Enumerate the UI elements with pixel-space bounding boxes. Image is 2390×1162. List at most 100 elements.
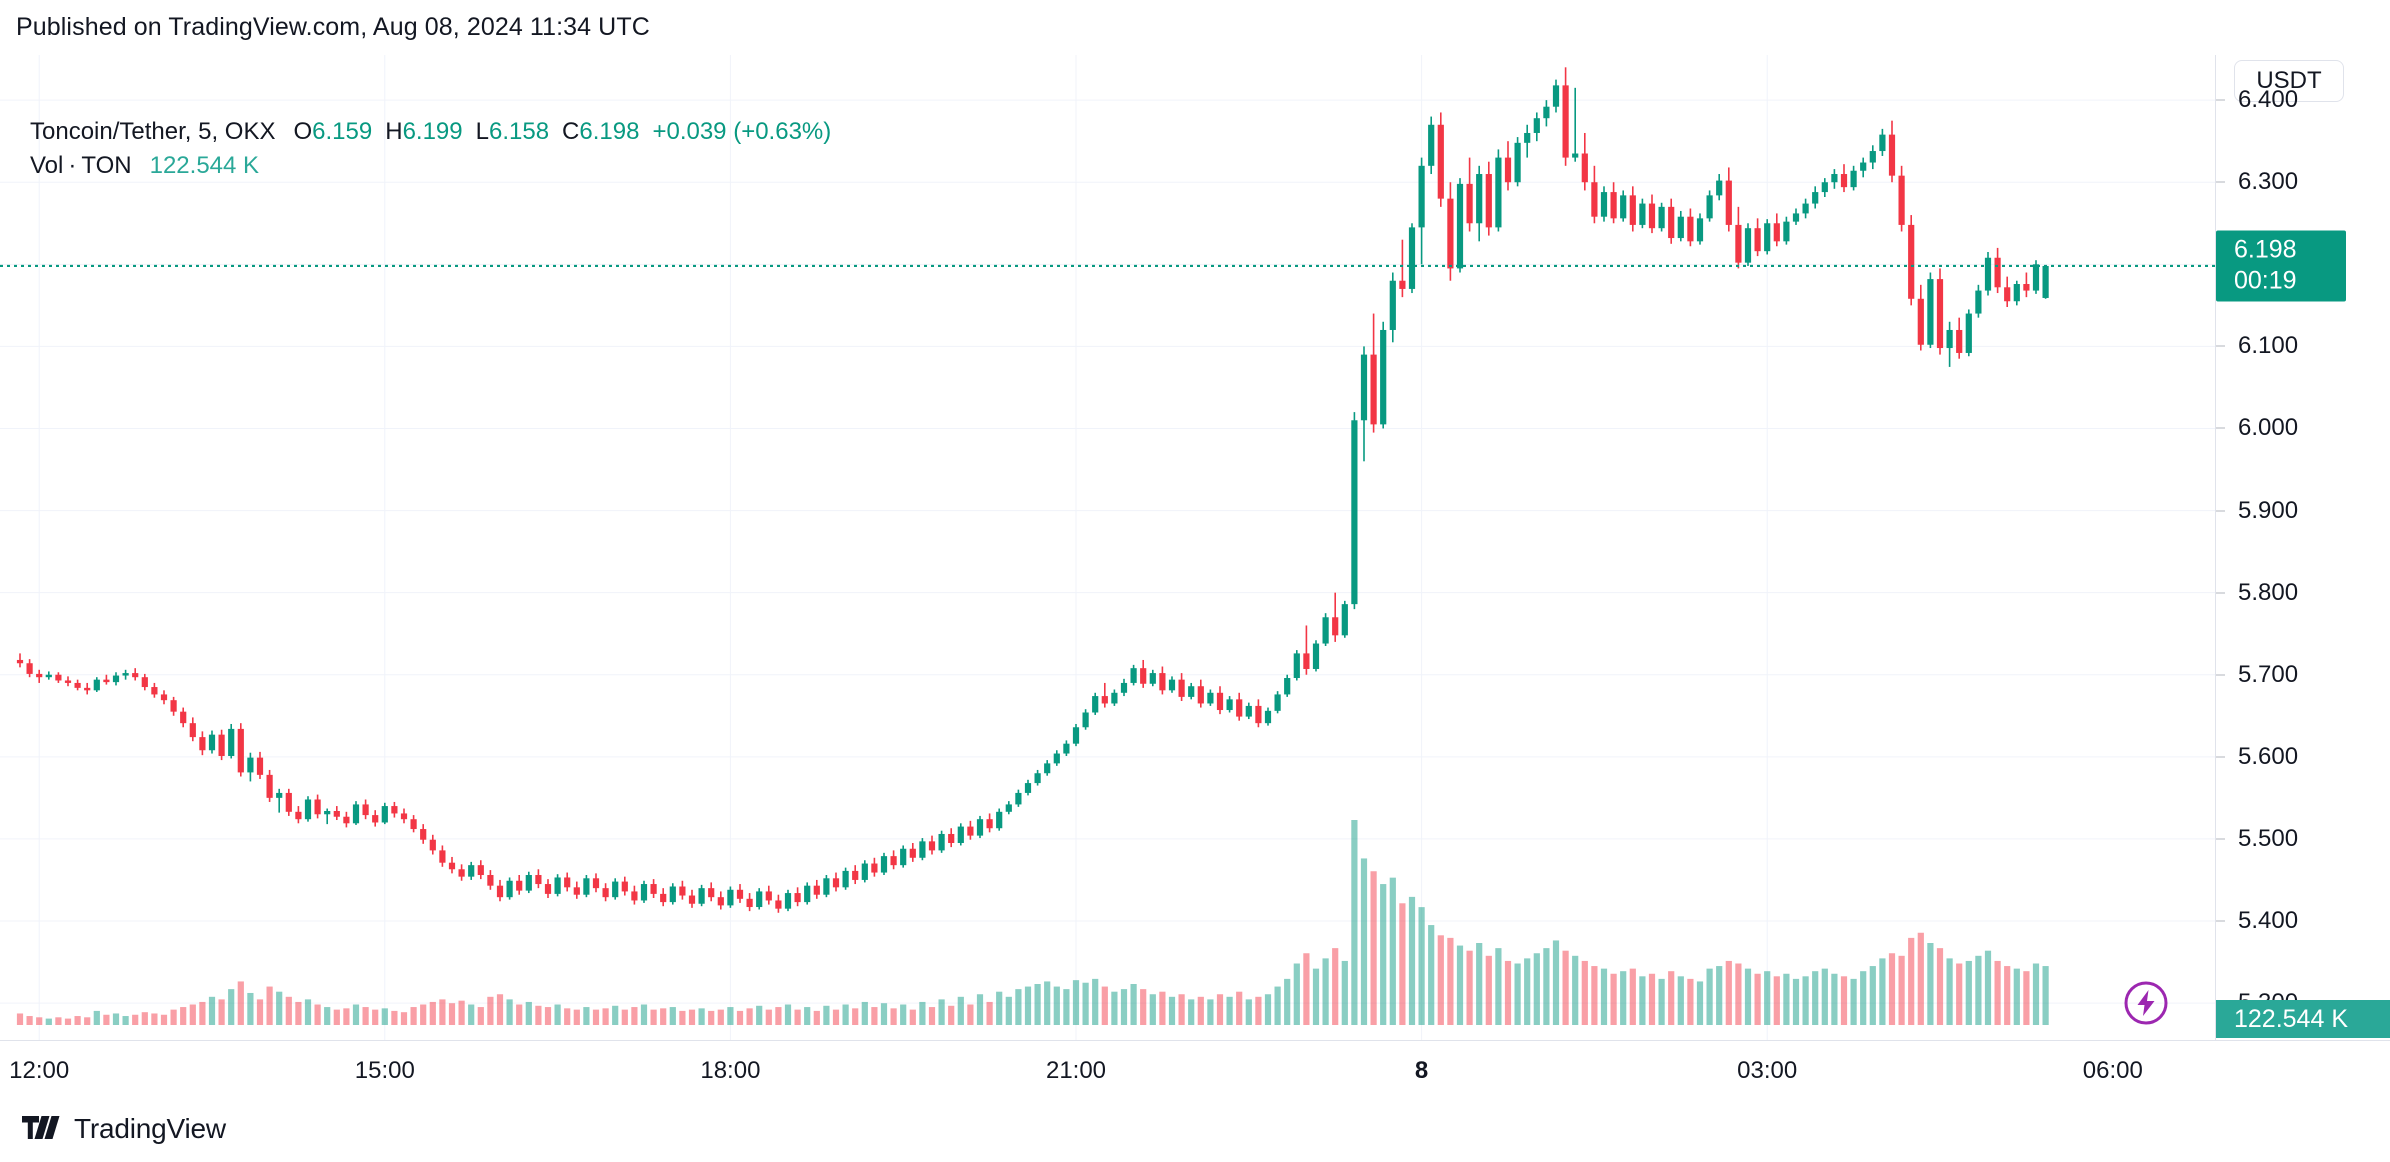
candle-body [976,819,984,836]
candle-body [103,679,110,683]
volume-bar [2042,966,2049,1025]
volume-value-badge[interactable]: 122.544 K [2216,1000,2390,1038]
volume-bar [324,1007,331,1025]
volume-bar [151,1013,158,1025]
volume-bar [650,1009,657,1025]
volume-bar [1869,966,1876,1025]
volume-bar [1255,996,1262,1025]
price-tick-label: 5.800 [2238,578,2299,606]
candle-body [122,673,129,676]
candle-body [2004,287,2011,302]
volume-bar [1303,953,1310,1025]
candle-body [2042,265,2049,298]
volume-bar [1495,948,1502,1025]
volume-bar [1812,971,1819,1025]
volume-bar [285,996,292,1025]
candle-body [1207,692,1214,704]
volume-bar [1399,903,1406,1025]
candle-body [1610,192,1617,219]
candle-body [736,889,744,899]
candle-body [1821,182,1828,193]
volume-bar [583,1007,590,1025]
volume-bar [1236,991,1243,1025]
candle-body [1783,221,1790,242]
candle-body [1773,223,1780,242]
volume-bar [746,1008,753,1025]
volume-bar [1917,932,1924,1025]
volume-bar [381,1008,388,1025]
candle-body [1303,653,1310,669]
volume-bar [1696,981,1704,1025]
volume-bar [1140,989,1147,1025]
volume-bar [880,1003,888,1025]
candle-body [36,673,43,678]
candle-body [1754,228,1761,252]
volume-bar [1898,955,1905,1025]
volume-bar [1207,999,1214,1025]
candle-body [208,734,216,751]
candle-body [516,880,523,891]
candle-body [1495,157,1502,228]
volume-bar [420,1004,427,1025]
volume-bar [295,1001,302,1025]
volume-bar [890,1008,897,1025]
candle-body [400,813,408,820]
candle-body [1802,203,1809,214]
volume-bar [410,1007,417,1025]
candle-body [842,870,849,888]
volume-bar [1264,994,1272,1025]
candle-body [679,886,686,896]
candle-body [170,700,177,712]
candle-body [1082,712,1089,728]
candle-body [1418,165,1425,228]
footer-brand: TradingView [0,1095,2390,1162]
price-tick-dash [2216,99,2225,101]
candle-body [1293,653,1300,679]
candle-body [1504,157,1512,183]
volume-bar [1706,968,1713,1025]
candle-body [1178,679,1185,697]
volume-bar [237,981,244,1025]
price-tick-label: 6.100 [2238,332,2299,360]
candle-body [1024,783,1032,793]
candle-body [909,848,916,858]
volume-bar [180,1007,187,1025]
chart-container[interactable]: Toncoin/Tether, 5, OKX O 6.159 H 6.199 L 6.… [0,55,2390,1095]
price-tick-label: 5.700 [2238,660,2299,688]
lightning-bolt-icon[interactable] [2122,979,2170,1032]
currency-badge[interactable]: USDT [2234,60,2344,102]
time-scale[interactable]: 12:0015:0018:0021:00803:0006:0009:0012:0… [0,1040,2390,1095]
candle-body [26,663,33,674]
candle-body [717,897,724,906]
volume-bar [727,1007,734,1025]
volume-bar [391,1010,398,1025]
volume-bar [1245,999,1252,1025]
volume-bar [602,1008,609,1025]
candle-body [861,863,868,880]
candle-body [1101,696,1108,704]
candle-body [1927,279,1934,345]
candle-body [84,687,91,691]
volume-bar [1341,960,1348,1025]
volume-bar [2032,963,2040,1025]
candle-body [1130,668,1137,683]
candle-body [477,865,484,876]
candle-body [1984,257,1992,291]
candle-body [1792,213,1800,222]
time-tick-label: 12:00 [9,1057,70,1084]
volume-bar [448,1003,456,1025]
volume-bar [1408,896,1416,1025]
volume-bar [1466,950,1473,1025]
volume-bar [1860,971,1867,1025]
price-tick-dash [2216,510,2225,512]
volume-bar [1274,986,1281,1025]
chart-plot-area[interactable] [0,55,2216,1040]
current-price-badge[interactable]: 6.198 00:19 [2216,230,2346,302]
candle-body [218,734,225,756]
volume-bar [55,1017,62,1025]
candle-body [1140,668,1147,684]
volume-bar [1648,973,1656,1025]
volume-bar [1082,982,1089,1025]
candle-body [794,893,801,903]
price-scale[interactable]: USDT 6.400 6.300 6.100 6.000 5.900 5.800 5.700… [2216,55,2390,1040]
